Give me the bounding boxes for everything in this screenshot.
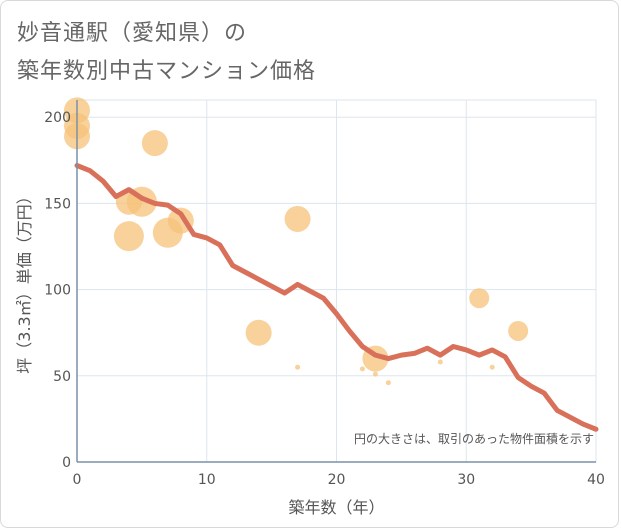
data-bubble [359,366,365,372]
y-tick-label: 150 [44,196,71,212]
trend-line [74,163,599,432]
tick-labels: 0 10 20 30 40 0 50 100 150 200 [44,110,605,488]
x-tick-label: 40 [587,472,605,488]
axes-layer [76,100,596,463]
page-subtitle: 築年数別中古マンション価格 [17,59,317,84]
page-title: 妙音通駅（愛知県）の [17,21,248,46]
data-bubble [372,371,378,377]
data-bubble [385,380,391,386]
x-axis-title: 築年数（年） [288,498,384,517]
chart-note: 円の大きさは、取引のあった物件面積を示す [354,431,594,446]
data-bubble [284,205,311,232]
x-tick-label: 30 [457,472,475,488]
y-tick-label: 0 [62,455,71,471]
trend-line-layer [74,163,599,432]
data-bubble [113,221,144,252]
data-bubble [245,319,272,346]
y-tick-label: 50 [53,369,71,385]
data-bubble [295,364,301,370]
data-bubble [489,364,495,370]
x-tick-label: 20 [328,472,346,488]
data-bubble [141,130,168,157]
x-tick-label: 10 [198,472,216,488]
data-bubble [437,359,443,365]
x-tick-label: 0 [73,472,82,488]
grid-lines [76,99,597,463]
y-tick-label: 200 [44,110,71,126]
y-tick-label: 100 [44,283,71,299]
bubble-layer [64,97,529,386]
data-bubble [508,320,529,341]
data-bubble [469,288,490,309]
y-axis-title: 坪（3.3㎡）単価（万円） [15,188,34,373]
